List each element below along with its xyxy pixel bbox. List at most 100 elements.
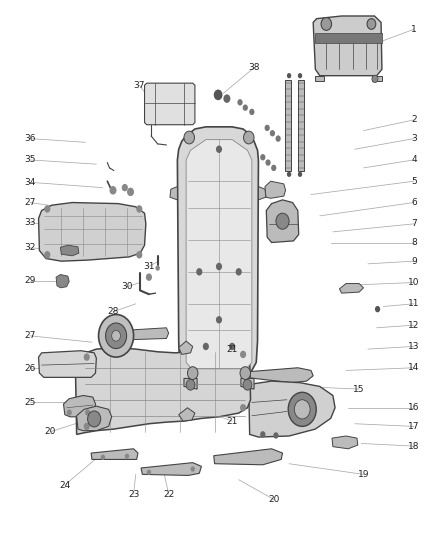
Text: 16: 16 xyxy=(408,403,420,412)
Circle shape xyxy=(260,154,265,160)
Circle shape xyxy=(273,432,279,439)
Circle shape xyxy=(294,400,310,419)
Circle shape xyxy=(203,343,209,350)
Circle shape xyxy=(110,186,117,195)
Circle shape xyxy=(216,146,222,153)
Circle shape xyxy=(85,409,90,416)
Polygon shape xyxy=(214,449,283,465)
Circle shape xyxy=(146,273,152,281)
Circle shape xyxy=(240,351,246,358)
Circle shape xyxy=(155,265,160,271)
Circle shape xyxy=(298,73,302,78)
Text: 25: 25 xyxy=(24,398,35,407)
Polygon shape xyxy=(313,16,382,76)
Polygon shape xyxy=(285,80,291,171)
Polygon shape xyxy=(77,406,112,431)
Text: 19: 19 xyxy=(358,470,369,479)
Polygon shape xyxy=(91,449,138,459)
Polygon shape xyxy=(39,203,146,261)
Circle shape xyxy=(84,423,90,430)
Circle shape xyxy=(147,470,151,475)
Circle shape xyxy=(288,392,316,426)
Circle shape xyxy=(196,268,202,276)
Circle shape xyxy=(67,409,72,416)
Text: 3: 3 xyxy=(411,134,417,143)
Circle shape xyxy=(112,330,120,341)
Polygon shape xyxy=(332,436,358,449)
Circle shape xyxy=(216,263,222,270)
Polygon shape xyxy=(265,181,286,198)
Text: 35: 35 xyxy=(24,156,35,164)
Circle shape xyxy=(191,466,195,472)
Text: 15: 15 xyxy=(353,385,365,393)
Circle shape xyxy=(136,205,142,213)
Circle shape xyxy=(84,353,90,361)
Text: 20: 20 xyxy=(268,495,279,504)
Circle shape xyxy=(187,367,198,379)
Circle shape xyxy=(287,172,291,177)
Text: 37: 37 xyxy=(134,81,145,90)
Circle shape xyxy=(240,367,251,379)
Text: 24: 24 xyxy=(59,481,71,489)
Text: 27: 27 xyxy=(24,198,35,207)
Text: 20: 20 xyxy=(45,427,56,436)
Circle shape xyxy=(223,94,230,103)
Circle shape xyxy=(240,404,246,411)
Circle shape xyxy=(122,184,128,191)
Circle shape xyxy=(265,159,271,166)
Text: 26: 26 xyxy=(24,365,35,373)
Circle shape xyxy=(287,73,291,78)
Text: 17: 17 xyxy=(408,422,420,431)
Circle shape xyxy=(367,19,376,29)
Circle shape xyxy=(372,75,378,83)
Text: 12: 12 xyxy=(408,321,420,329)
Circle shape xyxy=(276,213,289,229)
Circle shape xyxy=(270,130,275,136)
Text: 23: 23 xyxy=(128,490,139,498)
Polygon shape xyxy=(315,76,324,81)
Circle shape xyxy=(99,314,134,357)
Text: 8: 8 xyxy=(411,238,417,247)
Circle shape xyxy=(298,172,302,177)
Polygon shape xyxy=(339,284,364,293)
Circle shape xyxy=(237,99,243,106)
Circle shape xyxy=(243,379,252,390)
Text: 11: 11 xyxy=(408,300,420,308)
Text: 21: 21 xyxy=(226,417,238,425)
Polygon shape xyxy=(116,328,169,340)
Text: 9: 9 xyxy=(411,257,417,265)
Text: 10: 10 xyxy=(408,278,420,287)
Polygon shape xyxy=(177,127,258,378)
Text: 14: 14 xyxy=(408,364,420,372)
Polygon shape xyxy=(179,408,195,421)
Text: 22: 22 xyxy=(163,490,174,498)
Circle shape xyxy=(229,343,235,350)
Circle shape xyxy=(106,323,127,349)
Circle shape xyxy=(214,90,223,100)
Text: 13: 13 xyxy=(408,342,420,351)
Polygon shape xyxy=(184,378,197,389)
Text: 4: 4 xyxy=(411,156,417,164)
Text: 7: 7 xyxy=(411,220,417,228)
Circle shape xyxy=(136,251,142,259)
Polygon shape xyxy=(64,395,95,417)
Circle shape xyxy=(265,125,270,131)
Polygon shape xyxy=(186,140,252,369)
Circle shape xyxy=(260,431,265,438)
Text: 29: 29 xyxy=(24,277,35,285)
Polygon shape xyxy=(372,76,382,81)
Text: 2: 2 xyxy=(411,116,417,124)
Text: 18: 18 xyxy=(408,442,420,450)
Text: 31: 31 xyxy=(143,262,155,271)
Polygon shape xyxy=(75,348,251,434)
Circle shape xyxy=(243,104,248,111)
Text: 38: 38 xyxy=(248,63,260,72)
Circle shape xyxy=(271,165,276,171)
Text: 33: 33 xyxy=(24,218,35,227)
Text: 34: 34 xyxy=(24,178,35,187)
Circle shape xyxy=(88,411,101,427)
Text: 28: 28 xyxy=(107,308,119,316)
Text: 36: 36 xyxy=(24,134,35,143)
Circle shape xyxy=(101,455,105,460)
Circle shape xyxy=(184,131,194,144)
